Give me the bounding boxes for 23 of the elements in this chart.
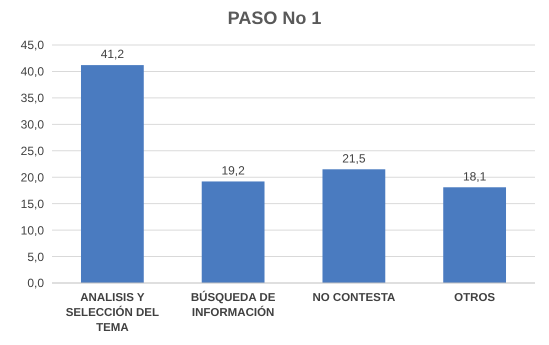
y-tick-label: 5,0 [27,250,44,264]
data-label: 18,1 [462,169,487,184]
x-tick-label: BÚSQUEDA DE INFORMACIÓN [190,290,276,319]
y-tick-label: 45,0 [20,38,44,52]
bar [202,181,265,283]
y-tick-label: 20,0 [20,170,44,184]
y-tick-label: 25,0 [20,144,44,158]
x-tick-label: NO CONTESTA [312,292,396,304]
y-tick-label: 10,0 [20,223,44,238]
data-label: 19,2 [221,163,246,178]
y-tick-label: 0,0 [27,276,44,290]
chart-title: PASO No 1 [228,8,322,28]
y-tick-label: 40,0 [20,64,44,79]
x-tick-label: OTROS [454,292,496,304]
bar [80,65,144,283]
y-tick-label: 35,0 [20,91,44,106]
y-tick-label: 30,0 [20,118,44,132]
bar [322,169,386,283]
bar [443,187,506,283]
data-label: 21,5 [342,151,366,166]
x-tick-label: ANALISIS Y SELECCIÓN DEL TEMA [66,292,160,334]
data-label: 41,2 [100,47,124,62]
y-tick-label: 15,0 [20,196,44,211]
